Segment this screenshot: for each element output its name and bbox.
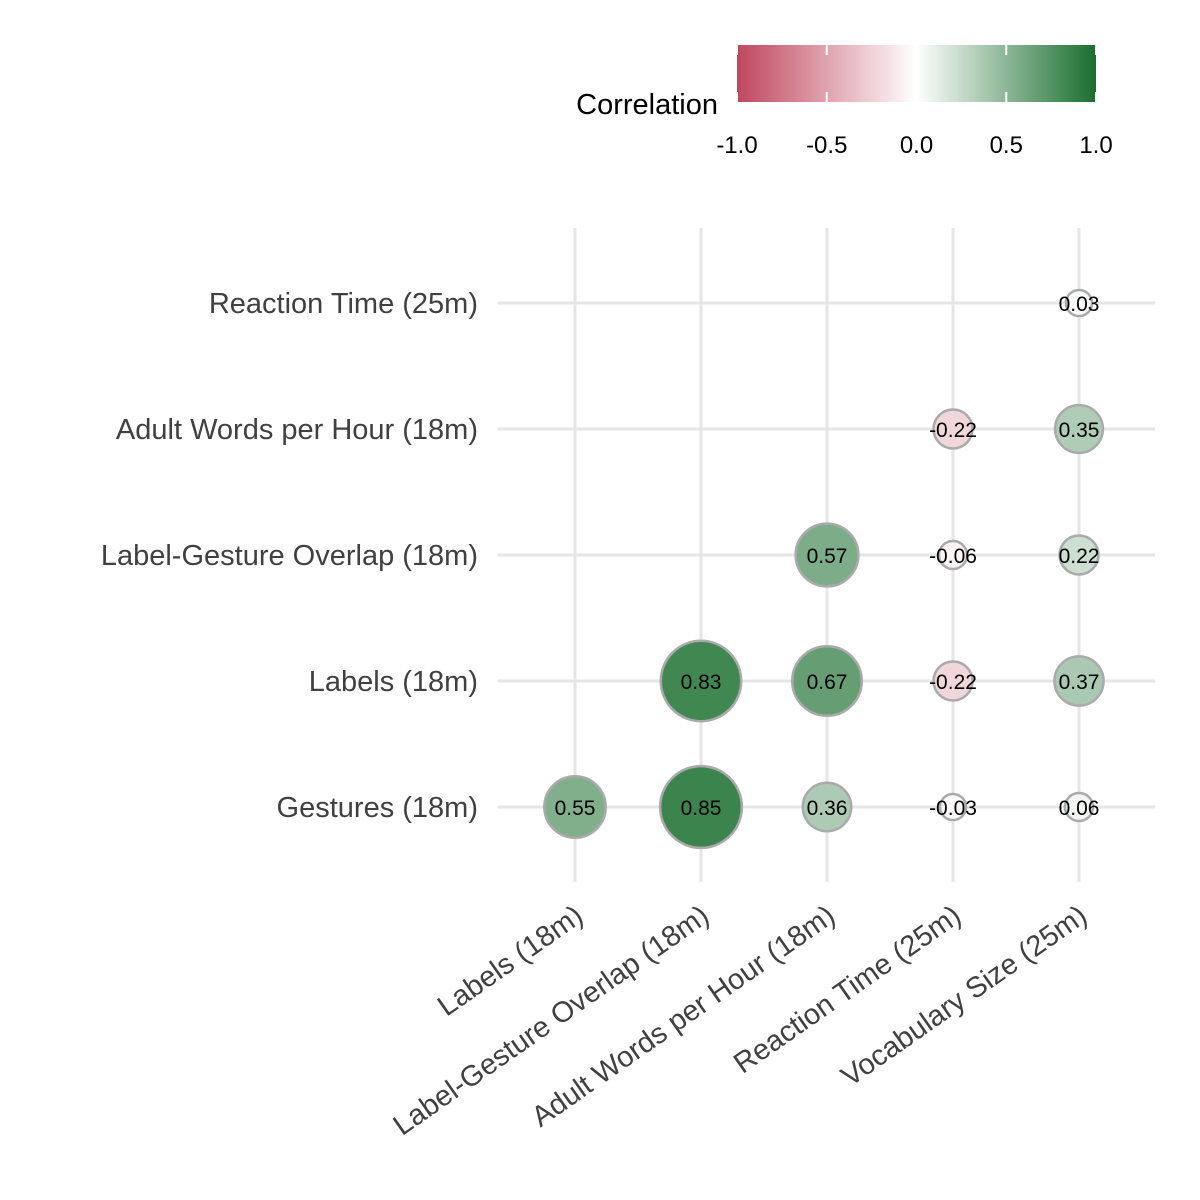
correlation-circle	[543, 775, 607, 839]
correlation-circle	[658, 764, 744, 850]
correlation-circle	[937, 539, 969, 571]
correlation-circle	[1058, 534, 1100, 576]
correlation-value-label: -0.03	[929, 797, 977, 820]
legend-tick-label: -0.5	[806, 132, 847, 159]
correlation-circle	[1053, 655, 1105, 707]
x-tick-label: Vocabulary Size (25m)	[836, 900, 1093, 1094]
y-axis: Gestures (18m) Labels (18m) Label-Gesture …	[101, 288, 478, 824]
correlation-circle	[932, 408, 974, 450]
x-axis: Labels (18m)Label-Gesture Overlap (18m)A…	[388, 900, 1093, 1143]
legend-tick-label: -1.0	[716, 132, 757, 159]
correlation-cell: 0.57	[794, 522, 860, 588]
y-tick-label: Adult Words per Hour (18m)	[116, 414, 478, 446]
correlation-value-label: 0.06	[1059, 797, 1100, 820]
correlation-value-label: 0.67	[807, 671, 848, 694]
legend: Correlation -1.0 -0.5 0.0 0.5 1.0	[576, 45, 1113, 159]
y-tick-label: Labels (18m)	[309, 666, 478, 698]
correlation-value-label: 0.55	[555, 797, 596, 820]
y-tick-label: Reaction Time (25m)	[209, 288, 478, 320]
correlation-cell: 0.67	[790, 644, 864, 718]
x-tick-label: Reaction Time (25m)	[728, 900, 967, 1081]
correlation-cell: -0.06	[929, 539, 977, 571]
correlation-circle	[790, 644, 864, 718]
correlation-cell: 0.85	[658, 764, 744, 850]
correlation-circle	[1053, 403, 1105, 455]
correlation-cells: 0.55 0.85 0.36 -0.03 0.06 0.83 0.67 -0.22 0.37 0.…	[543, 288, 1105, 850]
correlation-value-label: 0.37	[1059, 671, 1100, 694]
correlation-value-label: 0.57	[807, 545, 848, 568]
correlation-value-label: 0.03	[1059, 293, 1100, 316]
legend-title: Correlation	[576, 89, 718, 121]
legend-ticks: -1.0 -0.5 0.0 0.5 1.0	[716, 45, 1113, 159]
legend-tick-label: 0.0	[900, 132, 933, 159]
correlation-cell: 0.03	[1059, 288, 1100, 318]
correlation-cell: 0.83	[659, 639, 743, 723]
legend-tick-label: 0.5	[990, 132, 1023, 159]
correlation-circle	[1064, 288, 1094, 318]
correlation-cell: -0.03	[929, 792, 977, 822]
correlation-cell: 0.36	[801, 781, 853, 833]
correlation-circle	[659, 639, 743, 723]
correlation-value-label: 0.22	[1059, 545, 1100, 568]
correlation-value-label: -0.06	[929, 545, 977, 568]
correlation-cell: 0.35	[1053, 403, 1105, 455]
correlation-cell: 0.06	[1059, 791, 1100, 823]
y-tick-label: Gestures (18m)	[277, 792, 478, 824]
correlation-circle	[938, 792, 968, 822]
correlation-circle	[801, 781, 853, 833]
correlation-value-label: -0.22	[929, 419, 977, 442]
correlation-circle	[794, 522, 860, 588]
y-tick-label: Label-Gesture Overlap (18m)	[101, 540, 478, 572]
correlation-cell: 0.37	[1053, 655, 1105, 707]
correlation-cell: 0.55	[543, 775, 607, 839]
correlation-value-label: 0.35	[1059, 419, 1100, 442]
correlation-value-label: 0.36	[807, 797, 848, 820]
correlation-cell: -0.22	[929, 408, 977, 450]
correlation-circle	[932, 660, 974, 702]
correlation-value-label: -0.22	[929, 671, 977, 694]
legend-tick-label: 1.0	[1079, 132, 1112, 159]
correlation-cell: 0.22	[1058, 534, 1100, 576]
correlation-value-label: 0.85	[681, 797, 722, 820]
correlation-circle	[1063, 791, 1095, 823]
correlation-value-label: 0.83	[681, 671, 722, 694]
correlation-cell: -0.22	[929, 660, 977, 702]
